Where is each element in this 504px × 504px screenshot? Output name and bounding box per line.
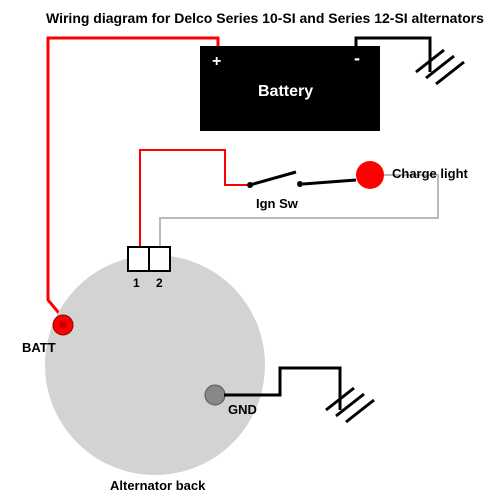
ground-symbol-alternator (326, 388, 374, 422)
charge-light (356, 161, 384, 189)
wire-black-ignsw-chargelight (303, 180, 356, 184)
wire-red-pin1-ignsw (140, 150, 248, 250)
gnd-terminal-label: GND (228, 402, 257, 417)
wiring-diagram: + - Battery (0, 0, 504, 504)
ignsw-label: Ign Sw (256, 196, 298, 211)
alternator-body (45, 255, 265, 475)
battery-minus: - (354, 48, 360, 68)
alternator-label: Alternator back (110, 478, 205, 493)
charge-light-label: Charge light (392, 166, 468, 181)
wire-gray-pin2-chargelight (160, 175, 438, 255)
gnd-terminal (205, 385, 225, 405)
batt-terminal-label: BATT (22, 340, 56, 355)
pin1-label: 1 (133, 276, 140, 290)
pin2-label: 2 (156, 276, 163, 290)
battery-plus: + (212, 53, 221, 70)
ignsw-contact (297, 181, 303, 187)
ground-symbol-battery (416, 50, 464, 84)
batt-terminal-inner (59, 321, 67, 329)
battery-label: Battery (258, 83, 313, 100)
ignsw-arm (250, 172, 296, 185)
